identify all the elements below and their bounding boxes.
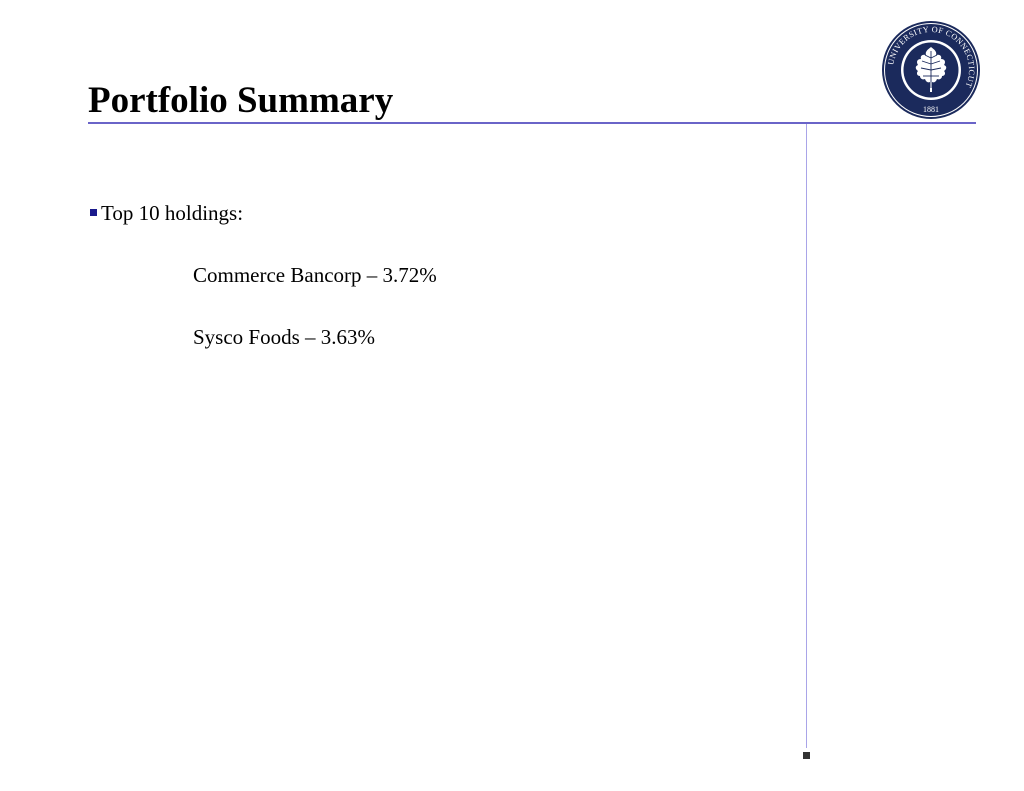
holding-item: Sysco Foods – 3.63% xyxy=(193,325,376,349)
bullet-item: Top 10 holdings: xyxy=(90,200,243,226)
title-divider xyxy=(88,122,976,124)
seal-year: 1881 xyxy=(923,105,939,114)
corner-marker xyxy=(803,752,810,759)
bullet-label: Top 10 holdings: xyxy=(101,201,244,225)
square-bullet-icon xyxy=(90,208,97,216)
oak-leaf-seal-icon: UNIVERSITY OF CONNECTICUT 1881 xyxy=(882,21,980,119)
holding-item: Commerce Bancorp – 3.72% xyxy=(193,263,437,287)
vertical-divider xyxy=(806,124,807,748)
page-title: Portfolio Summary xyxy=(88,80,394,121)
